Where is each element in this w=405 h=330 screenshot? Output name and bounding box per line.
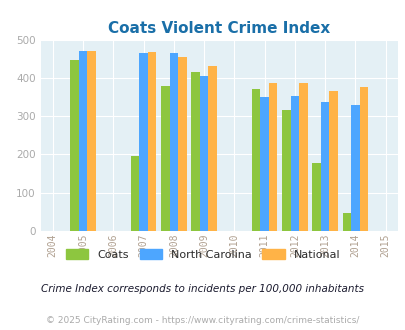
- Bar: [268, 83, 277, 231]
- Bar: [328, 90, 337, 231]
- Legend: Coats, North Carolina, National: Coats, North Carolina, National: [66, 249, 339, 260]
- Bar: [359, 87, 367, 231]
- Bar: [130, 156, 139, 231]
- Bar: [290, 96, 298, 231]
- Bar: [87, 51, 96, 231]
- Bar: [281, 111, 290, 231]
- Bar: [260, 97, 268, 231]
- Bar: [320, 102, 328, 231]
- Bar: [199, 76, 208, 231]
- Bar: [178, 57, 186, 231]
- Bar: [147, 52, 156, 231]
- Bar: [298, 83, 307, 231]
- Bar: [208, 66, 216, 231]
- Bar: [139, 52, 147, 231]
- Bar: [79, 51, 87, 231]
- Bar: [312, 163, 320, 231]
- Bar: [252, 88, 260, 231]
- Bar: [161, 85, 169, 231]
- Title: Coats Violent Crime Index: Coats Violent Crime Index: [108, 21, 330, 36]
- Text: © 2025 CityRating.com - https://www.cityrating.com/crime-statistics/: © 2025 CityRating.com - https://www.city…: [46, 316, 359, 325]
- Bar: [342, 213, 350, 231]
- Bar: [70, 59, 79, 231]
- Bar: [350, 106, 359, 231]
- Bar: [169, 52, 178, 231]
- Bar: [191, 72, 199, 231]
- Text: Crime Index corresponds to incidents per 100,000 inhabitants: Crime Index corresponds to incidents per…: [41, 284, 364, 294]
